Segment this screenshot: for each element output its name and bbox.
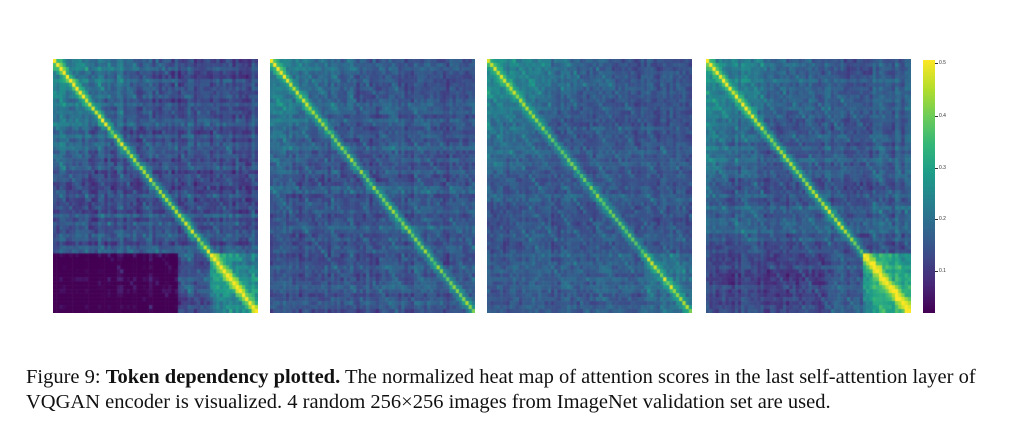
figure-caption: Figure 9: Token dependency plotted. The … [26, 365, 1016, 415]
colorbar-tick-label: 0.3 [939, 165, 946, 171]
colorbar-tickmark [935, 271, 938, 272]
figure-title: Token dependency plotted. [105, 366, 341, 388]
colorbar-tick-label: 0.5 [939, 60, 946, 66]
figure-caption-text: The normalized heat map of attention sco… [26, 366, 976, 413]
attention-heatmap-2 [270, 59, 475, 313]
colorbar [923, 60, 935, 313]
colorbar-tick-label: 0.4 [939, 113, 946, 119]
colorbar-tickmark [935, 116, 938, 117]
colorbar-tick-label: 0.1 [939, 268, 946, 274]
attention-heatmap-1 [53, 59, 258, 313]
colorbar-tickmark [935, 168, 938, 169]
figure-area: 0.5 0.4 0.3 0.2 0.1 [53, 59, 946, 313]
colorbar-tickmark [935, 63, 938, 64]
colorbar-tickmark [935, 219, 938, 220]
attention-heatmap-4 [706, 59, 911, 313]
figure-label: Figure 9: [26, 366, 101, 388]
attention-heatmap-3 [487, 59, 692, 313]
colorbar-tick-label: 0.2 [939, 216, 946, 222]
